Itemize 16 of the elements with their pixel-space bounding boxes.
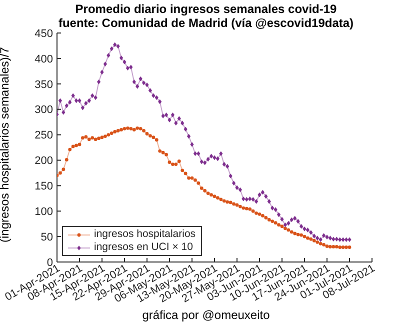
y-axis-title: (ingresos hospitalarios semanales)/7: [0, 46, 12, 242]
y-tick-label: 100: [34, 206, 53, 218]
y-tick-label: 150: [34, 180, 53, 193]
chart-subtitle: fuente: Comunidad de Madrid (vía @escovid19data): [58, 16, 354, 30]
y-tick-label: 400: [34, 53, 53, 66]
y-tick-label: 300: [34, 104, 53, 116]
legend-label: ingresos en UCI × 10: [94, 241, 193, 254]
text: gráfica por @omeuxeito: [141, 308, 271, 322]
y-tick-label: 0: [46, 256, 53, 269]
y-tick-label: 250: [34, 130, 53, 142]
y-tick-label: 200: [34, 155, 53, 168]
y-tick-label: 50: [40, 231, 53, 244]
legend-label: ingresos hospitalarios: [94, 228, 196, 241]
chart-title: Promedio diario ingresos semanales covid-19: [74, 2, 338, 16]
y-tick-label: 450: [34, 28, 53, 40]
y-tick-label: 350: [34, 78, 53, 91]
